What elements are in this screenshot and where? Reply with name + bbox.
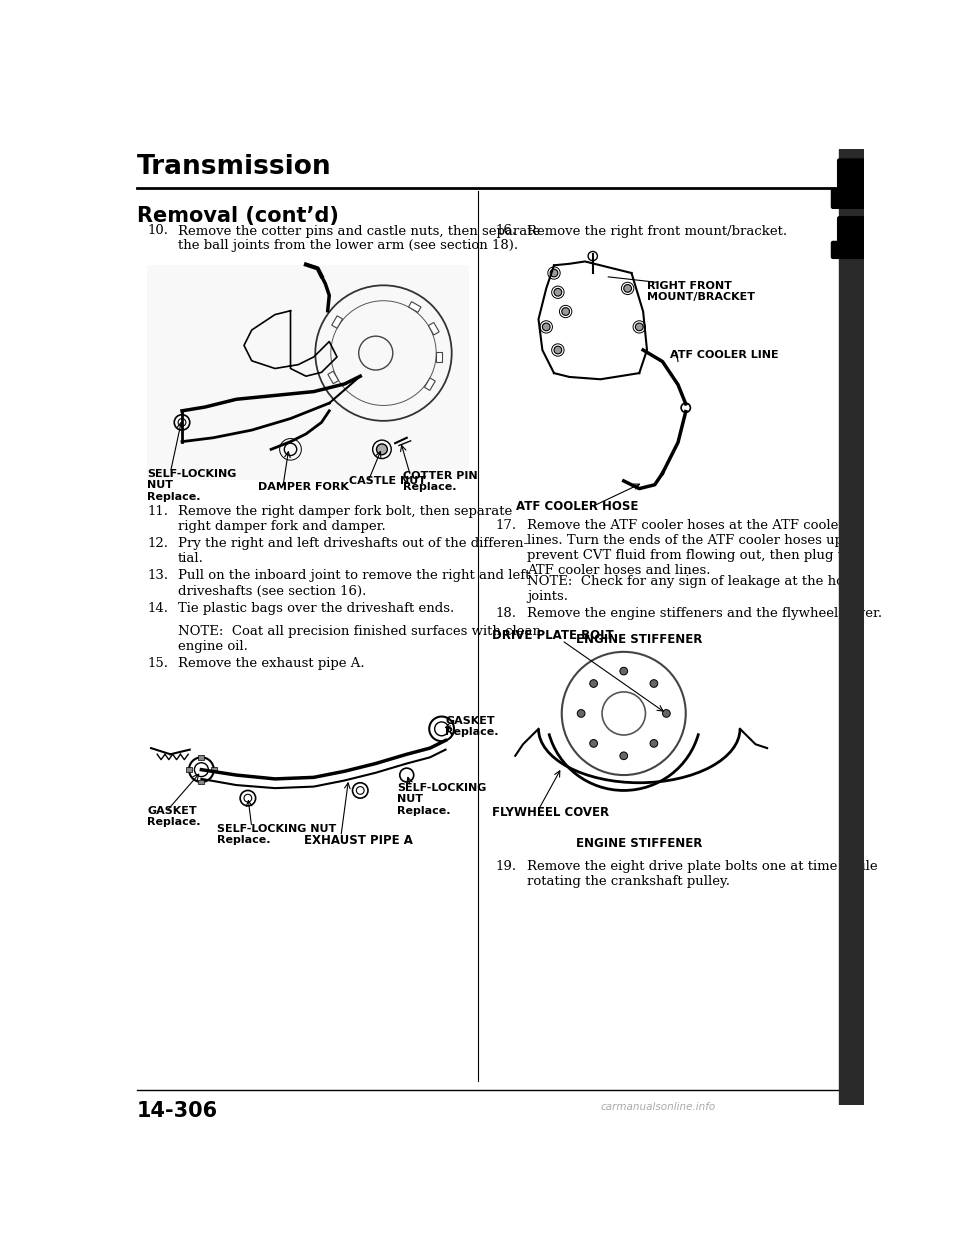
Bar — [436, 351, 443, 363]
Circle shape — [577, 709, 585, 718]
Text: 12.: 12. — [147, 537, 168, 550]
Circle shape — [662, 709, 670, 718]
FancyBboxPatch shape — [831, 189, 872, 209]
Circle shape — [542, 323, 550, 330]
Text: SELF-LOCKING NUT
Replace.: SELF-LOCKING NUT Replace. — [217, 823, 336, 845]
Bar — [839, 149, 864, 1105]
Text: ENGINE STIFFENER: ENGINE STIFFENER — [576, 632, 703, 646]
Text: Pry the right and left driveshafts out of the differen-
tial.: Pry the right and left driveshafts out o… — [179, 537, 528, 565]
Circle shape — [562, 308, 569, 315]
Text: Transmission: Transmission — [137, 154, 331, 180]
Text: ATF COOLER LINE: ATF COOLER LINE — [670, 350, 779, 360]
Text: Remove the cotter pins and castle nuts, then separate
the ball joints from the l: Remove the cotter pins and castle nuts, … — [179, 225, 540, 252]
Circle shape — [376, 443, 388, 455]
Bar — [199, 780, 204, 784]
Text: 17.: 17. — [496, 519, 517, 533]
Circle shape — [589, 739, 597, 748]
FancyBboxPatch shape — [831, 241, 872, 258]
Bar — [428, 323, 439, 335]
Text: 18.: 18. — [496, 607, 516, 620]
Text: RIGHT FRONT
MOUNT/BRACKET: RIGHT FRONT MOUNT/BRACKET — [647, 281, 755, 302]
FancyBboxPatch shape — [838, 159, 866, 193]
Text: 15.: 15. — [147, 657, 168, 671]
Text: COTTER PIN
Replace.: COTTER PIN Replace. — [403, 471, 477, 493]
Text: NOTE:  Check for any sign of leakage at the hose
joints.: NOTE: Check for any sign of leakage at t… — [527, 575, 858, 602]
Circle shape — [554, 288, 562, 296]
Text: Pull on the inboard joint to remove the right and left
driveshafts (see section : Pull on the inboard joint to remove the … — [179, 570, 531, 597]
Bar — [409, 302, 421, 313]
Text: NOTE:  Coat all precision finished surfaces with clean
engine oil.: NOTE: Coat all precision finished surfac… — [179, 625, 541, 653]
Text: carmanualsonline.info: carmanualsonline.info — [601, 1103, 716, 1113]
Bar — [186, 768, 192, 773]
Text: ENGINE STIFFENER: ENGINE STIFFENER — [576, 837, 703, 850]
Bar — [332, 315, 343, 328]
Text: CASTLE NUT: CASTLE NUT — [348, 476, 425, 487]
Bar — [147, 265, 468, 481]
Text: Remove the right damper fork bolt, then separate
right damper fork and damper.: Remove the right damper fork bolt, then … — [179, 504, 513, 533]
Text: GASKET
Replace.: GASKET Replace. — [445, 715, 499, 738]
Text: ATF COOLER HOSE: ATF COOLER HOSE — [516, 501, 638, 513]
Text: Removal (cont’d): Removal (cont’d) — [137, 206, 339, 226]
Circle shape — [554, 347, 562, 354]
Text: Remove the engine stiffeners and the flywheel cover.: Remove the engine stiffeners and the fly… — [527, 607, 882, 620]
Circle shape — [620, 667, 628, 674]
FancyBboxPatch shape — [838, 217, 866, 247]
Bar — [424, 378, 435, 390]
Text: 11.: 11. — [147, 504, 168, 518]
Text: DRIVE PLATE BOLT: DRIVE PLATE BOLT — [492, 628, 613, 642]
Circle shape — [650, 739, 658, 748]
Text: SELF-LOCKING
NUT
Replace.: SELF-LOCKING NUT Replace. — [397, 782, 487, 816]
Bar — [328, 371, 339, 384]
Text: DAMPER FORK: DAMPER FORK — [258, 482, 348, 492]
Circle shape — [589, 679, 597, 687]
Text: GASKET
Replace.: GASKET Replace. — [147, 806, 201, 827]
Text: 19.: 19. — [496, 859, 517, 873]
Text: 14.: 14. — [147, 602, 168, 615]
Text: 10.: 10. — [147, 225, 168, 237]
Text: Tie plastic bags over the driveshaft ends.: Tie plastic bags over the driveshaft end… — [179, 602, 454, 615]
Bar — [210, 768, 217, 773]
Text: Remove the right front mount/bracket.: Remove the right front mount/bracket. — [527, 225, 787, 237]
Text: SELF-LOCKING
NUT
Replace.: SELF-LOCKING NUT Replace. — [147, 468, 236, 502]
Circle shape — [550, 270, 558, 277]
Text: Remove the eight drive plate bolts one at time while
rotating the crankshaft pul: Remove the eight drive plate bolts one a… — [527, 859, 877, 888]
Circle shape — [620, 751, 628, 760]
Circle shape — [624, 284, 632, 292]
Circle shape — [636, 323, 643, 330]
Text: Remove the exhaust pipe A.: Remove the exhaust pipe A. — [179, 657, 365, 671]
Text: 13.: 13. — [147, 570, 168, 582]
Bar — [199, 755, 204, 760]
Text: 16.: 16. — [496, 225, 517, 237]
Text: Remove the ATF cooler hoses at the ATF cooler
lines. Turn the ends of the ATF co: Remove the ATF cooler hoses at the ATF c… — [527, 519, 860, 578]
Circle shape — [650, 679, 658, 687]
Text: FLYWHEEL COVER: FLYWHEEL COVER — [492, 806, 610, 818]
Text: 14-306: 14-306 — [137, 1100, 218, 1120]
Text: EXHAUST PIPE A: EXHAUST PIPE A — [304, 835, 414, 847]
